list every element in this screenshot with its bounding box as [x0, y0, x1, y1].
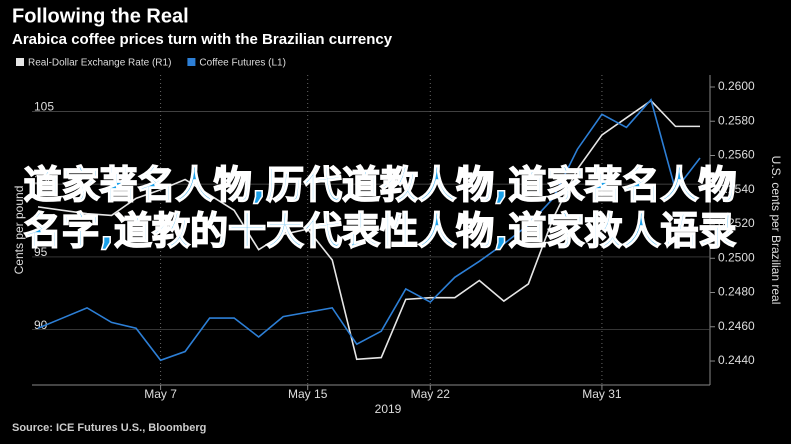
x-tick-label: May 31	[582, 387, 622, 401]
legend-label: Real-Dollar Exchange Rate (R1)	[28, 58, 171, 69]
y2-tick-label: 0.2460	[718, 319, 755, 333]
y-tick-label: 95	[34, 245, 48, 259]
y2-tick-label: 0.2540	[718, 182, 755, 196]
y2-tick-label: 0.2500	[718, 250, 755, 264]
series-line	[37, 99, 700, 361]
y2-tick-label: 0.2560	[718, 148, 755, 162]
y-axis-title: Cents per pound	[12, 186, 26, 275]
overlay-text: 道家著名人物,历代道教人物,道家著名人物名字,道教的十大代表性人物,道家救人语录	[23, 162, 737, 254]
y2-tick-label: 0.2600	[718, 79, 755, 93]
legend-swatch	[16, 58, 24, 66]
y-tick-label: 90	[34, 318, 48, 332]
legend-swatch	[187, 58, 196, 66]
year-label: 2019	[375, 402, 402, 416]
source: Source: ICE Futures U.S., Bloomberg	[12, 422, 206, 434]
y2-axis-title: U.S. cents per Brazilian real	[769, 156, 783, 305]
y2-tick-label: 0.2580	[718, 113, 755, 127]
legend-label: Coffee Futures (L1)	[199, 58, 286, 69]
y2-tick-label: 0.2440	[718, 353, 755, 367]
x-tick-label: May 22	[411, 387, 451, 401]
chart-title: Following the Real	[12, 5, 189, 27]
y2-tick-label: 0.2480	[718, 285, 755, 299]
y2-tick-label: 0.2520	[718, 216, 755, 230]
x-tick-label: May 7	[144, 387, 177, 401]
y-tick-label: 100	[34, 172, 54, 186]
series-line	[37, 98, 701, 362]
chart-subtitle: Arabica coffee prices turn with the Braz…	[12, 31, 393, 48]
x-tick-label: May 15	[288, 387, 328, 401]
y-tick-label: 105	[34, 100, 54, 114]
